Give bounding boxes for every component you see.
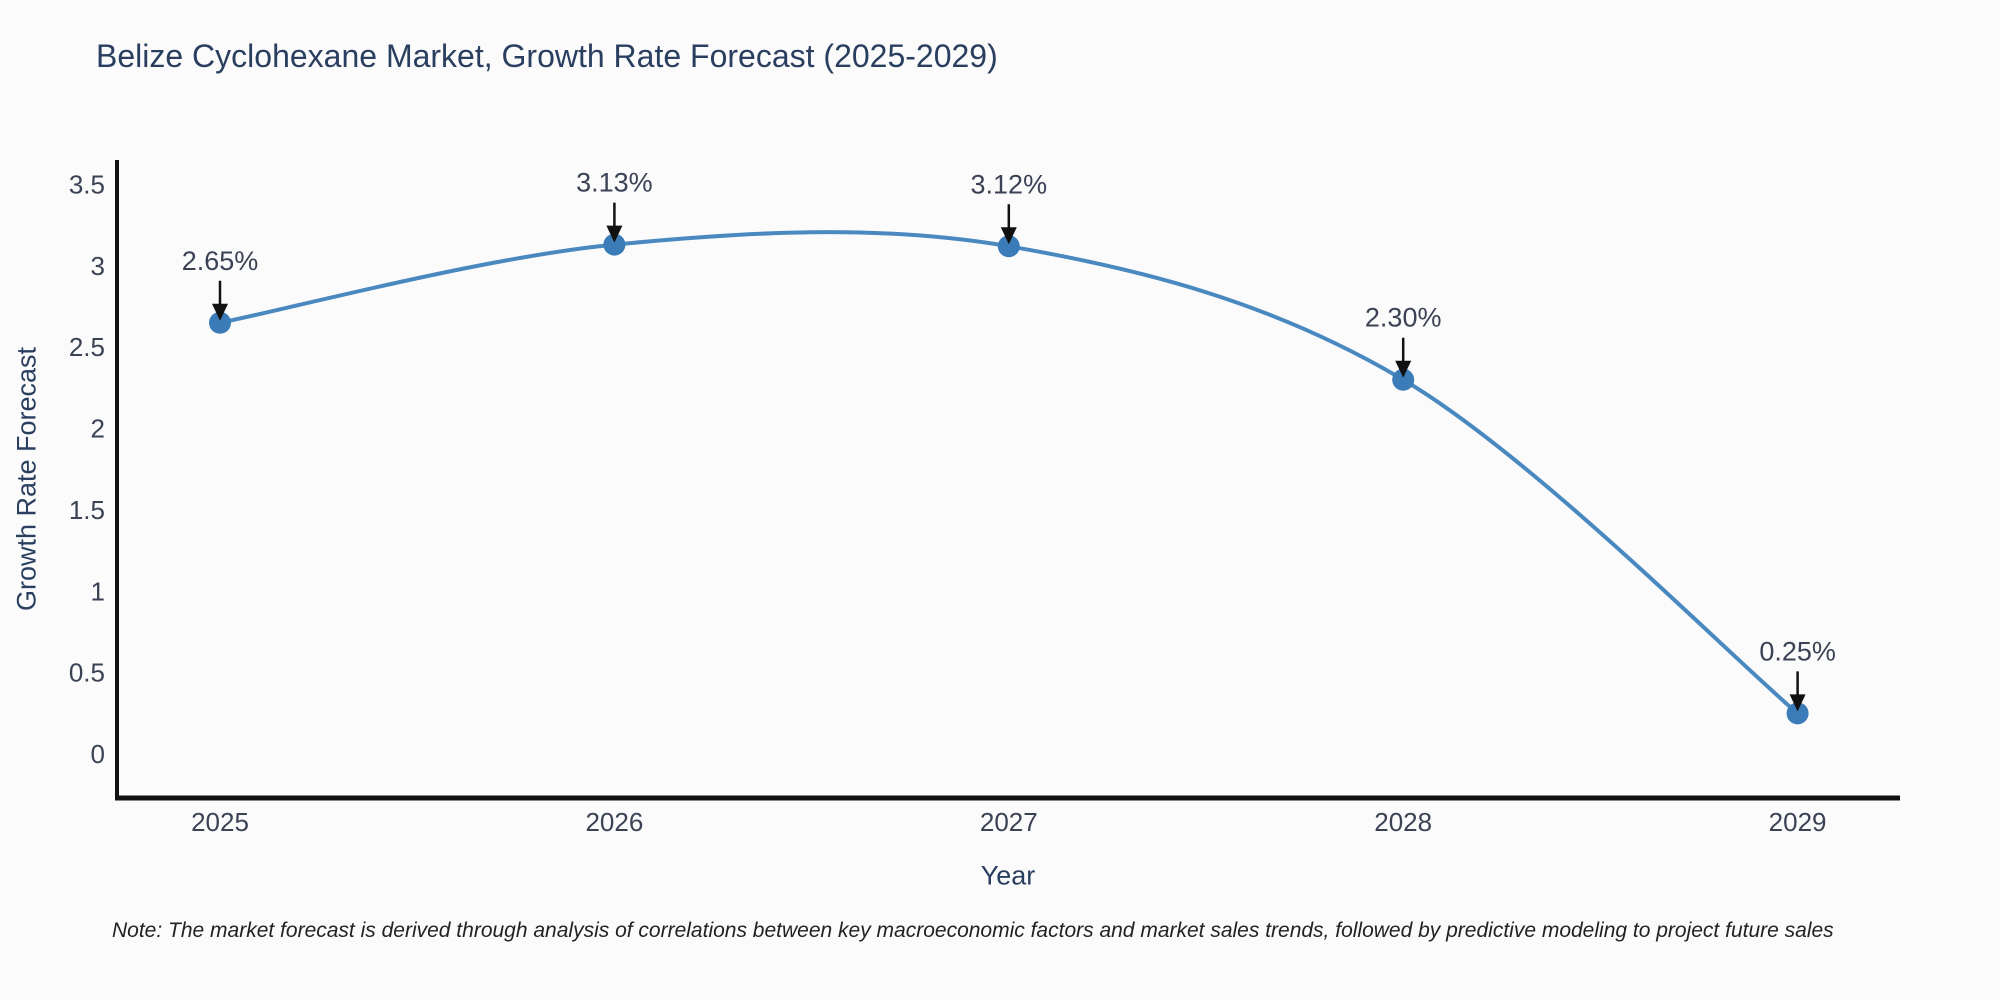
data-point-label: 0.25% (1759, 636, 1836, 666)
y-tick-label: 3 (91, 251, 105, 281)
annotation-arrowhead (212, 303, 228, 321)
y-tick-label: 2 (91, 414, 105, 444)
data-point-marker (1392, 368, 1415, 391)
y-tick-label: 3.5 (69, 169, 105, 199)
data-point-label: 2.65% (182, 246, 259, 276)
data-point-label: 3.13% (576, 168, 653, 198)
annotation-arrowhead (606, 225, 623, 243)
x-tick-label: 2027 (980, 807, 1038, 837)
footnote: Note: The market forecast is derived thr… (112, 919, 1834, 942)
annotation-arrowhead (1000, 227, 1017, 245)
chart-title: Belize Cyclohexane Market, Growth Rate F… (96, 38, 998, 74)
data-point-marker (603, 233, 626, 256)
annotation-arrowhead (1395, 360, 1412, 378)
data-point-label: 2.30% (1365, 303, 1442, 333)
data-point-marker (997, 235, 1020, 258)
x-axis-title: Year (980, 860, 1036, 891)
data-point-label: 3.12% (971, 169, 1048, 199)
y-tick-label: 0.5 (69, 658, 105, 688)
y-tick-label: 1 (91, 576, 105, 606)
y-tick-label: 2.5 (69, 332, 105, 362)
x-tick-label: 2025 (191, 807, 249, 837)
annotation-arrowhead (1789, 694, 1806, 712)
data-point-marker (1786, 702, 1809, 725)
data-point-marker (209, 311, 231, 334)
y-tick-label: 0 (91, 739, 105, 769)
x-tick-label: 2028 (1374, 807, 1432, 837)
forecast-line (218, 230, 1800, 716)
y-tick-label: 1.5 (69, 495, 105, 525)
x-tick-label: 2026 (585, 807, 643, 837)
x-tick-label: 2029 (1769, 807, 1827, 837)
